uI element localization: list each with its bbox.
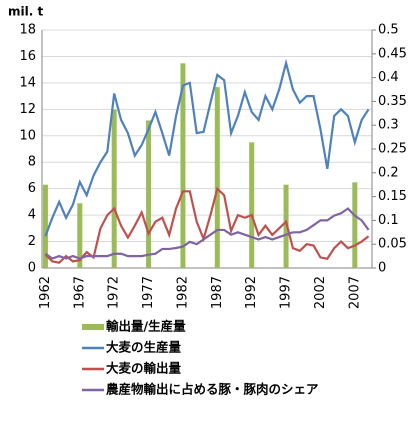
- x-tick-label: 1967: [72, 276, 87, 309]
- y2-tick-label: 0.2: [378, 165, 399, 180]
- x-tick-label: 1977: [141, 276, 156, 309]
- bar: [146, 120, 152, 268]
- x-tick-label: 2007: [347, 276, 362, 309]
- y-tick-label: 4: [28, 208, 36, 223]
- line: [44, 186, 370, 264]
- y2-tick-label: 0.3: [378, 118, 399, 133]
- x-tick-label: 1982: [175, 276, 190, 309]
- y2-tick-label: 0.25: [378, 142, 407, 157]
- y-tick-label: 14: [19, 75, 36, 90]
- legend-label: 農産物輸出に占める豚・豚肉のシェア: [106, 382, 319, 397]
- x-tick-label: 1997: [279, 276, 294, 309]
- bar: [42, 184, 48, 268]
- y2-tick-label: 0: [378, 261, 386, 276]
- bar: [214, 87, 220, 269]
- x-tick-label: 1962: [38, 276, 53, 309]
- bar: [111, 109, 117, 268]
- legend-label: 大麦の輸出量: [106, 361, 182, 376]
- y2-tick-label: 0.35: [378, 94, 407, 109]
- bar: [77, 203, 83, 268]
- legend-swatch: [82, 324, 104, 330]
- legend-label: 大麦の生産量: [106, 340, 182, 355]
- y-tick-label: 6: [28, 181, 36, 196]
- x-tick-label: 1992: [244, 276, 259, 309]
- y-tick-label: 0: [28, 261, 36, 276]
- y-tick-label: 12: [19, 102, 36, 117]
- x-tick-label: 1972: [107, 276, 122, 309]
- y2-tick-label: 0.5: [378, 23, 399, 38]
- y-tick-label: 8: [28, 155, 36, 170]
- y-tick-label: 2: [28, 234, 36, 249]
- bar: [283, 184, 289, 268]
- x-tick-label: 1987: [210, 276, 225, 309]
- y-tick-label: 16: [19, 49, 36, 64]
- y-tick-label: 18: [19, 23, 36, 38]
- y2-tick-label: 0.05: [378, 237, 407, 252]
- bar: [352, 182, 358, 268]
- x-tick-label: 2002: [313, 276, 328, 309]
- line: [44, 58, 370, 237]
- bar: [249, 142, 255, 268]
- legend-label: 輸出量/生産量: [106, 319, 186, 334]
- y2-tick-label: 0.1: [378, 213, 399, 228]
- line: [44, 207, 370, 260]
- y2-tick-label: 0.4: [378, 70, 399, 85]
- y-axis-unit: mil. t: [8, 5, 43, 19]
- y2-tick-label: 0.45: [378, 46, 407, 61]
- y2-tick-label: 0.15: [378, 189, 407, 204]
- bar: [180, 63, 186, 268]
- y-tick-label: 10: [19, 128, 36, 143]
